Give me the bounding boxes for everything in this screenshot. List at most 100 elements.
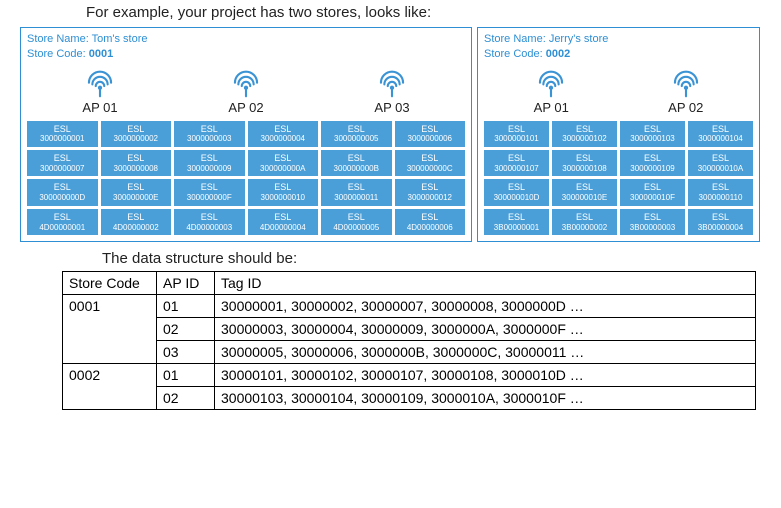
cell-ap-id: 03: [157, 341, 215, 364]
esl-label: ESL: [622, 182, 683, 193]
table-row: 0230000103, 30000104, 30000109, 3000010A…: [63, 387, 756, 410]
sub-text: The data structure should be:: [102, 250, 781, 267]
intro-text: For example, your project has two stores…: [86, 4, 781, 21]
esl-label: ESL: [323, 182, 390, 193]
esl-tile: ESL4D00000002: [101, 209, 172, 235]
esl-id: 3000000003: [176, 134, 243, 144]
store-name-label: Store Name:: [484, 33, 546, 45]
esl-id: 3000000107: [486, 164, 547, 174]
table-row: 00020130000101, 30000102, 30000107, 3000…: [63, 364, 756, 387]
ap-icon: [229, 64, 263, 98]
esl-grid-2: ESL3000000101ESL3000000102ESL3000000103E…: [484, 121, 753, 236]
cell-ap-id: 02: [157, 318, 215, 341]
table-row: 00010130000001, 30000002, 30000007, 3000…: [63, 295, 756, 318]
esl-tile: ESL3000000108: [552, 150, 617, 176]
esl-id: 3000000011: [323, 193, 390, 203]
esl-label: ESL: [176, 153, 243, 164]
ap-label: AP 01: [82, 100, 117, 115]
store-header-1: Store Name: Tom's store Store Code: 0001: [27, 32, 465, 62]
ap-label: AP 02: [668, 100, 703, 115]
esl-tile: ESL3000000006: [395, 121, 466, 147]
esl-tile: ESL300000000E: [101, 179, 172, 205]
esl-tile: ESL3B00000002: [552, 209, 617, 235]
cell-tag-id: 30000005, 30000006, 3000000B, 3000000C, …: [215, 341, 756, 364]
cell-ap-id: 01: [157, 295, 215, 318]
esl-grid-1: ESL3000000001ESL3000000002ESL3000000003E…: [27, 121, 465, 236]
esl-label: ESL: [250, 212, 317, 223]
esl-label: ESL: [486, 153, 547, 164]
esl-id: 3000000001: [29, 134, 96, 144]
esl-tile: ESL3000000103: [620, 121, 685, 147]
store-box-2: Store Name: Jerry's store Store Code: 00…: [477, 27, 760, 242]
esl-id: 300000010E: [554, 193, 615, 203]
esl-tile: ESL3000000003: [174, 121, 245, 147]
esl-id: 3000000108: [554, 164, 615, 174]
esl-tile: ESL3000000008: [101, 150, 172, 176]
esl-label: ESL: [29, 212, 96, 223]
cell-tag-id: 30000101, 30000102, 30000107, 30000108, …: [215, 364, 756, 387]
esl-tile: ESL300000010F: [620, 179, 685, 205]
esl-label: ESL: [397, 124, 464, 135]
esl-id: 300000000F: [176, 193, 243, 203]
esl-label: ESL: [250, 124, 317, 135]
esl-tile: ESL3000000104: [688, 121, 753, 147]
esl-tile: ESL4D00000003: [174, 209, 245, 235]
esl-tile: ESL3000000107: [484, 150, 549, 176]
store-code: 0001: [89, 48, 113, 60]
esl-label: ESL: [486, 182, 547, 193]
th-store-code: Store Code: [63, 272, 157, 295]
esl-label: ESL: [690, 153, 751, 164]
esl-tile: ESL3000000011: [321, 179, 392, 205]
esl-tile: ESL3000000004: [248, 121, 319, 147]
esl-id: 3000000104: [690, 134, 751, 144]
esl-id: 4D00000003: [176, 223, 243, 233]
cell-tag-id: 30000103, 30000104, 30000109, 3000010A, …: [215, 387, 756, 410]
aps-row-1: AP 01 AP 02 AP 03: [27, 64, 465, 115]
store-code-label: Store Code:: [484, 48, 543, 60]
esl-id: 3000000103: [622, 134, 683, 144]
ap: AP 02: [668, 64, 703, 115]
table-row: 0230000003, 30000004, 30000009, 3000000A…: [63, 318, 756, 341]
esl-label: ESL: [29, 124, 96, 135]
esl-id: 3000000008: [103, 164, 170, 174]
esl-id: 300000010F: [622, 193, 683, 203]
cell-ap-id: 01: [157, 364, 215, 387]
cell-ap-id: 02: [157, 387, 215, 410]
esl-tile: ESL4D00000001: [27, 209, 98, 235]
esl-id: 3B00000001: [486, 223, 547, 233]
esl-label: ESL: [622, 124, 683, 135]
esl-tile: ESL3B00000003: [620, 209, 685, 235]
esl-tile: ESL300000010A: [688, 150, 753, 176]
esl-label: ESL: [690, 212, 751, 223]
esl-label: ESL: [622, 153, 683, 164]
store-code: 0002: [546, 48, 570, 60]
esl-tile: ESL300000000A: [248, 150, 319, 176]
cell-tag-id: 30000003, 30000004, 30000009, 3000000A, …: [215, 318, 756, 341]
esl-label: ESL: [103, 212, 170, 223]
store-name-label: Store Name:: [27, 33, 89, 45]
esl-id: 3000000101: [486, 134, 547, 144]
esl-id: 300000000A: [250, 164, 317, 174]
ap: AP 01: [534, 64, 569, 115]
esl-tile: ESL4D00000005: [321, 209, 392, 235]
esl-tile: ESL3000000007: [27, 150, 98, 176]
esl-label: ESL: [690, 124, 751, 135]
esl-label: ESL: [486, 212, 547, 223]
store-name: Tom's store: [92, 33, 148, 45]
cell-store-code: 0001: [63, 295, 157, 364]
th-ap-id: AP ID: [157, 272, 215, 295]
ap: AP 03: [374, 64, 409, 115]
ap: AP 01: [82, 64, 117, 115]
esl-id: 3000000010: [250, 193, 317, 203]
esl-id: 3000000102: [554, 134, 615, 144]
th-tag-id: Tag ID: [215, 272, 756, 295]
ap-label: AP 03: [374, 100, 409, 115]
esl-id: 3000000006: [397, 134, 464, 144]
esl-tile: ESL4D00000004: [248, 209, 319, 235]
ap-label: AP 02: [228, 100, 263, 115]
store-header-2: Store Name: Jerry's store Store Code: 00…: [484, 32, 753, 62]
ap-label: AP 01: [534, 100, 569, 115]
data-table: Store Code AP ID Tag ID 00010130000001, …: [62, 271, 756, 410]
esl-id: 3B00000003: [622, 223, 683, 233]
esl-id: 3000000009: [176, 164, 243, 174]
